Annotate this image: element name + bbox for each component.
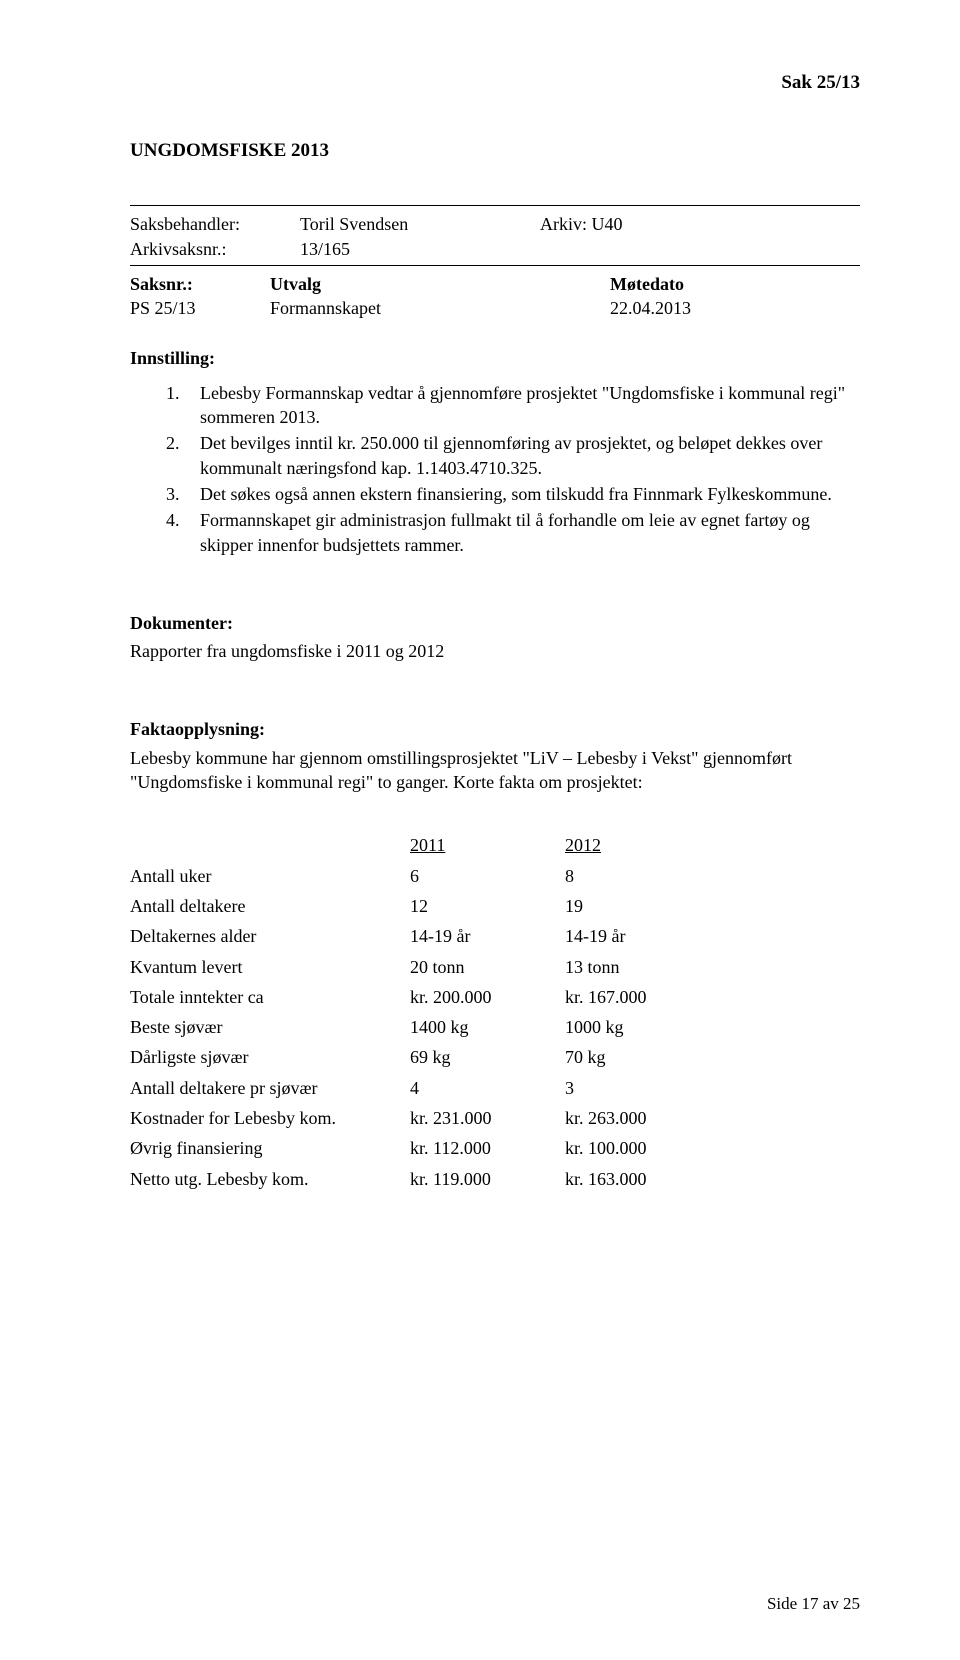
cell-2012: 13 tonn — [565, 952, 710, 982]
dokumenter-text: Rapporter fra ungdomsfiske i 2011 og 201… — [130, 639, 860, 663]
utvalg-date: 22.04.2013 — [610, 296, 691, 320]
utvalg-head-motedato: Møtedato — [610, 272, 684, 296]
cell-2011: 69 kg — [410, 1042, 565, 1072]
innstilling-list: 1. Lebesby Formannskap vedtar å gjennomfø… — [166, 381, 860, 557]
row-label: Netto utg. Lebesby kom. — [130, 1164, 410, 1194]
list-number: 4. — [166, 508, 180, 532]
utvalg-saksnr: PS 25/13 — [130, 296, 270, 320]
utvalg-header: Saksnr.: Utvalg Møtedato — [130, 272, 860, 296]
meta-row-saksbehandler: Saksbehandler: Toril Svendsen Arkiv: U40 — [130, 212, 860, 236]
cell-2011: 4 — [410, 1073, 565, 1103]
row-label: Øvrig finansiering — [130, 1133, 410, 1163]
innstilling-item: 1. Lebesby Formannskap vedtar å gjennomfø… — [166, 381, 860, 430]
innstilling-heading: Innstilling: — [130, 346, 860, 370]
innstilling-text: Det søkes også annen ekstern finansierin… — [200, 484, 832, 504]
cell-2011: 12 — [410, 891, 565, 921]
table-row: Antall deltakere1219 — [130, 891, 710, 921]
cell-2012: kr. 263.000 — [565, 1103, 710, 1133]
cell-2012: 3 — [565, 1073, 710, 1103]
cell-2011: kr. 119.000 — [410, 1164, 565, 1194]
cell-2012: kr. 100.000 — [565, 1133, 710, 1163]
table-row: Totale inntekter cakr. 200.000kr. 167.00… — [130, 982, 710, 1012]
utvalg-row: PS 25/13 Formannskapet 22.04.2013 — [130, 296, 860, 320]
arkivsaksnr-label: Arkivsaksnr.: — [130, 237, 300, 261]
cell-2012: 1000 kg — [565, 1012, 710, 1042]
cell-2012: 19 — [565, 891, 710, 921]
row-label: Beste sjøvær — [130, 1012, 410, 1042]
innstilling-text: Det bevilges inntil kr. 250.000 til gjen… — [200, 433, 822, 477]
cell-2012: kr. 167.000 — [565, 982, 710, 1012]
utvalg-name: Formannskapet — [270, 296, 610, 320]
utvalg-head-saksnr: Saksnr.: — [130, 272, 270, 296]
saksbehandler-value: Toril Svendsen — [300, 212, 540, 236]
table-header-2012: 2012 — [565, 830, 710, 860]
cell-2011: 20 tonn — [410, 952, 565, 982]
cell-2011: 14-19 år — [410, 921, 565, 951]
innstilling-item: 3. Det søkes også annen ekstern finansier… — [166, 482, 860, 506]
table-row: Beste sjøvær1400 kg1000 kg — [130, 1012, 710, 1042]
table-row: Øvrig finansieringkr. 112.000kr. 100.000 — [130, 1133, 710, 1163]
fakta-heading: Faktaopplysning: — [130, 717, 860, 741]
table-header-empty — [130, 830, 410, 860]
utvalg-head-utvalg: Utvalg — [270, 272, 610, 296]
row-label: Antall deltakere pr sjøvær — [130, 1073, 410, 1103]
case-number: Sak 25/13 — [130, 70, 860, 96]
saksbehandler-label: Saksbehandler: — [130, 212, 300, 236]
row-label: Antall deltakere — [130, 891, 410, 921]
row-label: Kvantum levert — [130, 952, 410, 982]
arkivsaksnr-value: 13/165 — [300, 237, 540, 261]
cell-2011: 1400 kg — [410, 1012, 565, 1042]
dokumenter-heading: Dokumenter: — [130, 611, 860, 635]
meta-row-arkivsaksnr: Arkivsaksnr.: 13/165 — [130, 237, 860, 261]
cell-2012: 70 kg — [565, 1042, 710, 1072]
row-label: Deltakernes alder — [130, 921, 410, 951]
innstilling-text: Formannskapet gir administrasjon fullmak… — [200, 510, 810, 554]
table-row: Antall uker68 — [130, 861, 710, 891]
innstilling-item: 4. Formannskapet gir administrasjon fullm… — [166, 508, 860, 557]
table-row: Kostnader for Lebesby kom.kr. 231.000kr.… — [130, 1103, 710, 1133]
cell-2011: kr. 231.000 — [410, 1103, 565, 1133]
table-header-row: 2011 2012 — [130, 830, 710, 860]
divider — [130, 265, 860, 266]
row-label: Totale inntekter ca — [130, 982, 410, 1012]
cell-2011: kr. 112.000 — [410, 1133, 565, 1163]
table-body: Antall uker68 Antall deltakere1219 Delta… — [130, 861, 710, 1194]
page-footer: Side 17 av 25 — [767, 1593, 860, 1616]
table-row: Netto utg. Lebesby kom.kr. 119.000kr. 16… — [130, 1164, 710, 1194]
cell-2011: kr. 200.000 — [410, 982, 565, 1012]
cell-2011: 6 — [410, 861, 565, 891]
list-number: 3. — [166, 482, 180, 506]
innstilling-item: 2. Det bevilges inntil kr. 250.000 til gj… — [166, 431, 860, 480]
row-label: Kostnader for Lebesby kom. — [130, 1103, 410, 1133]
table-row: Kvantum levert20 tonn13 tonn — [130, 952, 710, 982]
cell-2012: kr. 163.000 — [565, 1164, 710, 1194]
list-number: 2. — [166, 431, 180, 455]
table-row: Antall deltakere pr sjøvær43 — [130, 1073, 710, 1103]
cell-2012: 8 — [565, 861, 710, 891]
divider — [130, 205, 860, 206]
table-row: Deltakernes alder14-19 år14-19 år — [130, 921, 710, 951]
table-header-2011: 2011 — [410, 830, 565, 860]
arkiv-label: Arkiv: U40 — [540, 212, 623, 236]
facts-table: 2011 2012 Antall uker68 Antall deltakere… — [130, 830, 710, 1194]
row-label: Antall uker — [130, 861, 410, 891]
document-title: UNGDOMSFISKE 2013 — [130, 138, 860, 164]
cell-2012: 14-19 år — [565, 921, 710, 951]
table-row: Dårligste sjøvær69 kg70 kg — [130, 1042, 710, 1072]
innstilling-text: Lebesby Formannskap vedtar å gjennomføre… — [200, 383, 845, 427]
fakta-text: Lebesby kommune har gjennom omstillingsp… — [130, 746, 860, 795]
row-label: Dårligste sjøvær — [130, 1042, 410, 1072]
list-number: 1. — [166, 381, 180, 405]
